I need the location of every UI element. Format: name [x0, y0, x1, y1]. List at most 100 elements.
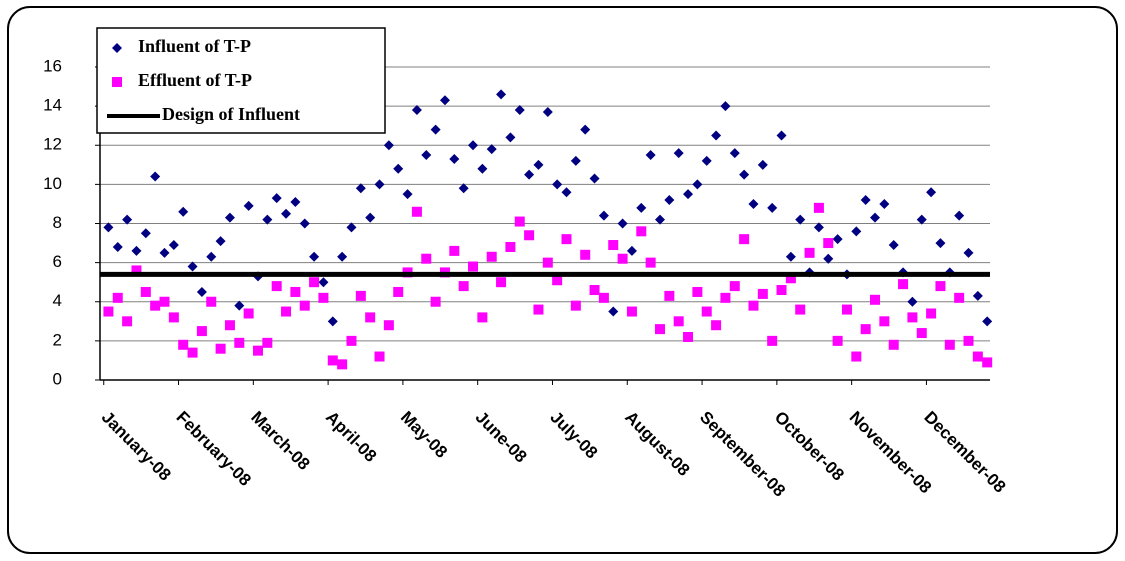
point — [318, 292, 329, 303]
point — [608, 306, 619, 317]
point — [982, 316, 993, 327]
point — [393, 286, 404, 297]
point — [739, 169, 750, 180]
point — [608, 240, 619, 251]
point — [178, 206, 189, 217]
point — [327, 316, 338, 327]
point — [112, 292, 123, 303]
point — [402, 189, 413, 200]
point — [926, 187, 937, 198]
point — [879, 316, 890, 327]
point — [131, 265, 142, 276]
point — [496, 277, 507, 288]
point — [365, 212, 376, 223]
point — [580, 124, 591, 135]
point — [505, 132, 516, 143]
point — [318, 277, 329, 288]
point — [150, 171, 161, 182]
y-tick-label: 0 — [53, 369, 62, 388]
point — [533, 159, 544, 170]
point — [131, 245, 142, 256]
point — [888, 339, 899, 350]
point — [103, 306, 114, 317]
point — [739, 234, 750, 245]
point — [159, 296, 170, 307]
point — [870, 212, 881, 223]
point — [954, 210, 965, 221]
point — [215, 343, 226, 354]
point — [580, 249, 591, 260]
point — [458, 183, 469, 194]
point — [411, 206, 422, 217]
point — [140, 228, 151, 239]
point — [767, 335, 778, 346]
point — [355, 183, 366, 194]
point — [430, 124, 441, 135]
point — [337, 251, 348, 262]
point — [449, 245, 460, 256]
point — [468, 261, 479, 272]
point — [327, 355, 338, 366]
point — [187, 347, 198, 358]
point — [196, 286, 207, 297]
point — [309, 251, 320, 262]
point — [168, 240, 179, 251]
chart-frame — [7, 6, 1118, 554]
point — [935, 238, 946, 249]
point — [290, 196, 301, 207]
point — [524, 230, 535, 241]
point — [804, 247, 815, 258]
point — [832, 335, 843, 346]
point — [112, 241, 123, 252]
legend-label: Design of Influent — [162, 104, 300, 124]
point — [823, 238, 834, 249]
point — [215, 236, 226, 247]
point — [907, 312, 918, 323]
point — [711, 320, 722, 331]
point — [944, 339, 955, 350]
y-tick-label: 2 — [53, 330, 62, 349]
point — [617, 253, 628, 264]
point — [954, 292, 965, 303]
point — [552, 179, 563, 190]
point — [196, 326, 207, 337]
point — [729, 148, 740, 159]
y-tick-label: 16 — [43, 56, 62, 75]
point — [383, 320, 394, 331]
point — [271, 281, 282, 292]
point — [963, 335, 974, 346]
point — [851, 226, 862, 237]
point — [683, 331, 694, 342]
point — [140, 286, 151, 297]
point — [916, 214, 927, 225]
y-tick-label: 14 — [43, 96, 62, 115]
point — [636, 202, 647, 213]
point — [645, 257, 656, 268]
point — [813, 222, 824, 233]
point — [524, 169, 535, 180]
point — [963, 247, 974, 258]
point — [795, 214, 806, 225]
point — [561, 187, 572, 198]
point — [757, 159, 768, 170]
point — [122, 316, 133, 327]
point — [178, 339, 189, 350]
y-tick-label: 8 — [53, 213, 62, 232]
point — [496, 89, 507, 100]
point — [570, 300, 581, 311]
point — [589, 173, 600, 184]
point — [757, 288, 768, 299]
point — [206, 251, 217, 262]
point — [879, 198, 890, 209]
point — [860, 195, 871, 206]
point — [533, 304, 544, 315]
point — [290, 286, 301, 297]
point — [262, 337, 273, 348]
point — [206, 296, 217, 307]
point — [458, 281, 469, 292]
point — [832, 234, 843, 245]
legend-label: Influent of T-P — [138, 36, 251, 56]
point — [823, 253, 834, 264]
point — [907, 296, 918, 307]
